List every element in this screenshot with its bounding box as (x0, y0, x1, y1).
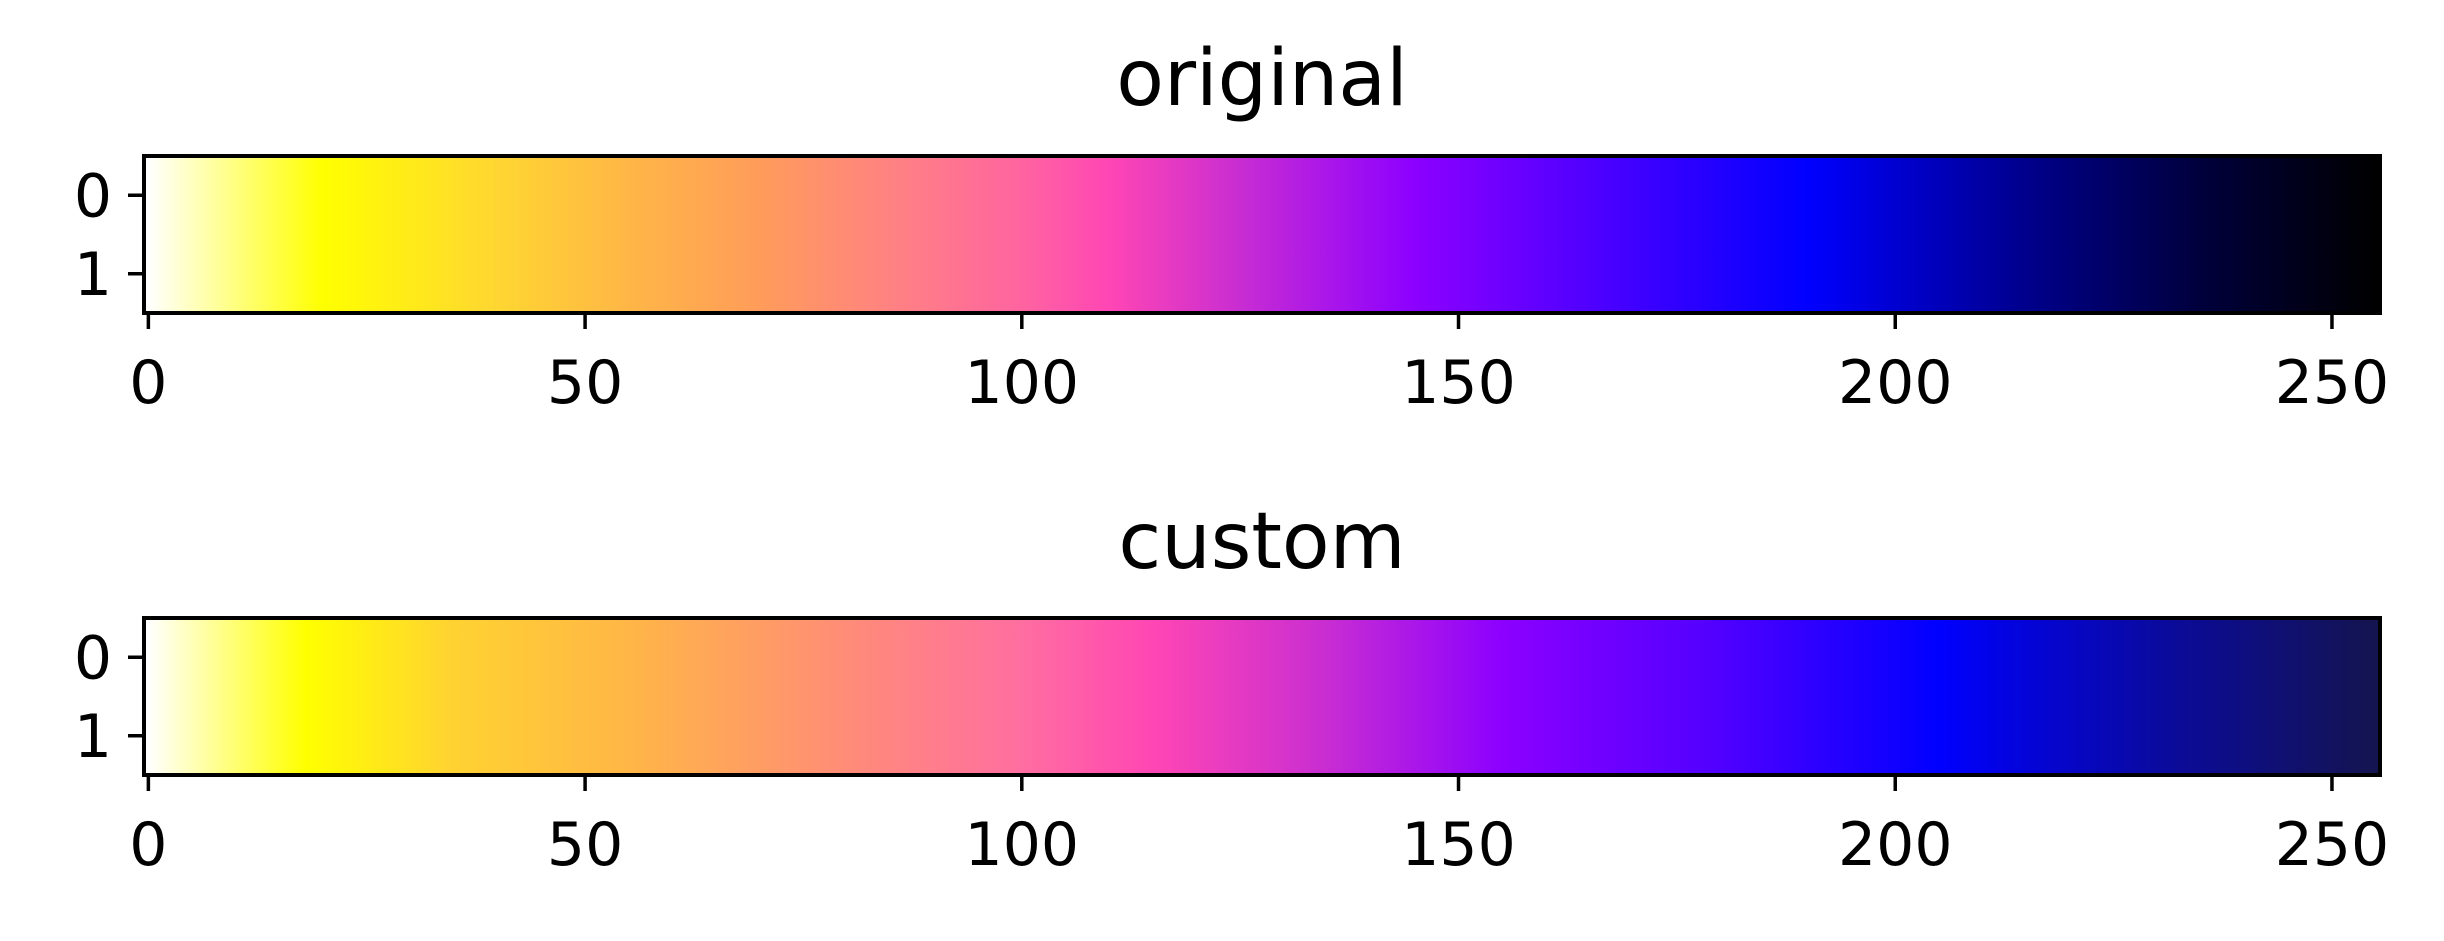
x-tick-label: 200 (1838, 810, 1953, 880)
y-tick-label: 0 (74, 161, 112, 231)
x-tick-label: 0 (129, 348, 167, 418)
panel-title: original (1116, 34, 1408, 124)
x-tick-label: 250 (2275, 810, 2390, 880)
axes-frame (142, 616, 2382, 777)
x-tick-label: 50 (547, 810, 623, 880)
x-tick-label: 100 (965, 348, 1080, 418)
x-tick-label: 250 (2275, 348, 2390, 418)
x-tick-label: 100 (965, 810, 1080, 880)
x-tick-label: 0 (129, 810, 167, 880)
x-tick-label: 150 (1401, 348, 1516, 418)
y-tick-label: 1 (74, 240, 112, 310)
axes-frame (142, 154, 2382, 315)
y-tick-label: 1 (74, 702, 112, 772)
colormap-strip (144, 618, 2380, 775)
colormap-strip (144, 156, 2380, 313)
x-tick-label: 200 (1838, 348, 1953, 418)
panel-title: custom (1118, 497, 1405, 587)
x-tick-label: 150 (1401, 810, 1516, 880)
x-tick-label: 50 (547, 348, 623, 418)
y-tick-label: 0 (74, 623, 112, 693)
